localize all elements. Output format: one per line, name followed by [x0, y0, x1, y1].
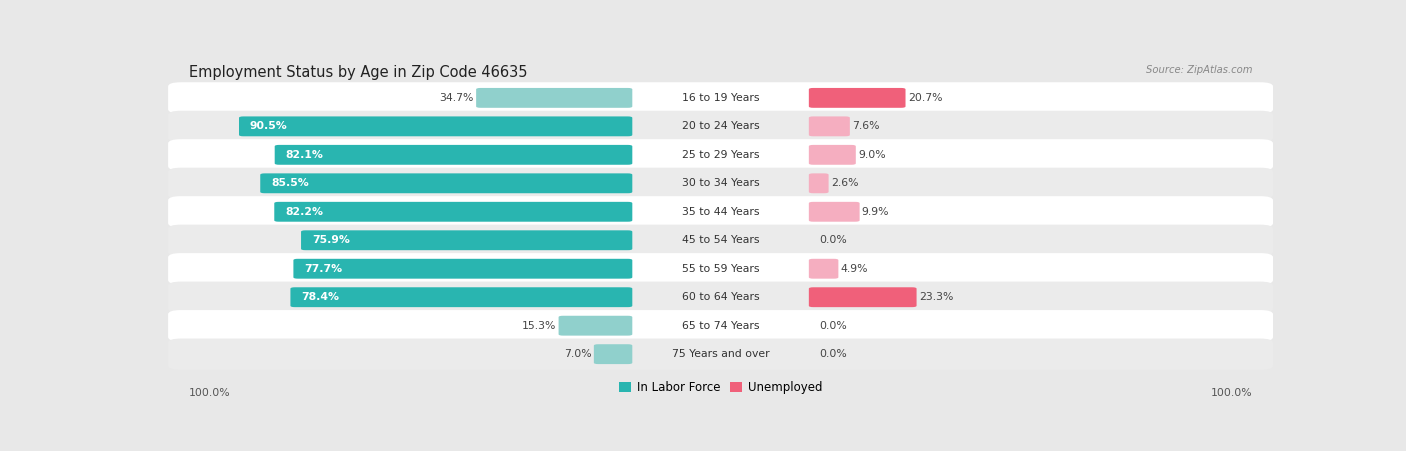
Text: 7.0%: 7.0%: [564, 349, 592, 359]
Text: 85.5%: 85.5%: [271, 178, 309, 189]
FancyBboxPatch shape: [808, 259, 838, 279]
Text: 30 to 34 Years: 30 to 34 Years: [682, 178, 759, 189]
FancyBboxPatch shape: [808, 287, 917, 307]
Text: 23.3%: 23.3%: [918, 292, 953, 302]
FancyBboxPatch shape: [169, 196, 1272, 227]
FancyBboxPatch shape: [274, 145, 633, 165]
Text: 0.0%: 0.0%: [820, 321, 848, 331]
FancyBboxPatch shape: [169, 139, 1272, 170]
Text: 16 to 19 Years: 16 to 19 Years: [682, 93, 759, 103]
Text: 4.9%: 4.9%: [841, 264, 868, 274]
Text: 9.9%: 9.9%: [862, 207, 890, 217]
Text: 25 to 29 Years: 25 to 29 Years: [682, 150, 759, 160]
Text: 9.0%: 9.0%: [858, 150, 886, 160]
FancyBboxPatch shape: [169, 253, 1272, 285]
FancyBboxPatch shape: [169, 82, 1272, 114]
FancyBboxPatch shape: [169, 225, 1272, 256]
Text: 90.5%: 90.5%: [250, 121, 288, 131]
FancyBboxPatch shape: [274, 202, 633, 222]
FancyBboxPatch shape: [808, 173, 828, 193]
FancyBboxPatch shape: [169, 111, 1272, 142]
FancyBboxPatch shape: [294, 259, 633, 279]
FancyBboxPatch shape: [169, 339, 1272, 370]
FancyBboxPatch shape: [239, 116, 633, 136]
Text: 20.7%: 20.7%: [908, 93, 942, 103]
Text: 100.0%: 100.0%: [188, 388, 231, 398]
Text: 45 to 54 Years: 45 to 54 Years: [682, 235, 759, 245]
Text: 55 to 59 Years: 55 to 59 Years: [682, 264, 759, 274]
Text: 75.9%: 75.9%: [312, 235, 350, 245]
Text: 82.2%: 82.2%: [285, 207, 323, 217]
Text: 2.6%: 2.6%: [831, 178, 858, 189]
FancyBboxPatch shape: [260, 173, 633, 193]
Text: 0.0%: 0.0%: [820, 349, 848, 359]
Text: 65 to 74 Years: 65 to 74 Years: [682, 321, 759, 331]
FancyBboxPatch shape: [808, 88, 905, 108]
Text: 77.7%: 77.7%: [304, 264, 343, 274]
FancyBboxPatch shape: [593, 344, 633, 364]
Text: Employment Status by Age in Zip Code 46635: Employment Status by Age in Zip Code 466…: [188, 64, 527, 79]
FancyBboxPatch shape: [169, 281, 1272, 313]
Text: 78.4%: 78.4%: [301, 292, 339, 302]
Legend: In Labor Force, Unemployed: In Labor Force, Unemployed: [619, 381, 823, 394]
Text: 34.7%: 34.7%: [440, 93, 474, 103]
Text: 20 to 24 Years: 20 to 24 Years: [682, 121, 759, 131]
Text: 60 to 64 Years: 60 to 64 Years: [682, 292, 759, 302]
FancyBboxPatch shape: [808, 116, 849, 136]
Text: Source: ZipAtlas.com: Source: ZipAtlas.com: [1146, 64, 1253, 74]
Text: 7.6%: 7.6%: [852, 121, 880, 131]
FancyBboxPatch shape: [291, 287, 633, 307]
FancyBboxPatch shape: [808, 145, 856, 165]
FancyBboxPatch shape: [808, 202, 859, 222]
FancyBboxPatch shape: [558, 316, 633, 336]
Text: 82.1%: 82.1%: [285, 150, 323, 160]
Text: 100.0%: 100.0%: [1211, 388, 1253, 398]
Text: 75 Years and over: 75 Years and over: [672, 349, 769, 359]
FancyBboxPatch shape: [169, 310, 1272, 341]
Text: 0.0%: 0.0%: [820, 235, 848, 245]
FancyBboxPatch shape: [477, 88, 633, 108]
Text: 35 to 44 Years: 35 to 44 Years: [682, 207, 759, 217]
Text: 15.3%: 15.3%: [522, 321, 557, 331]
FancyBboxPatch shape: [301, 230, 633, 250]
FancyBboxPatch shape: [169, 168, 1272, 199]
